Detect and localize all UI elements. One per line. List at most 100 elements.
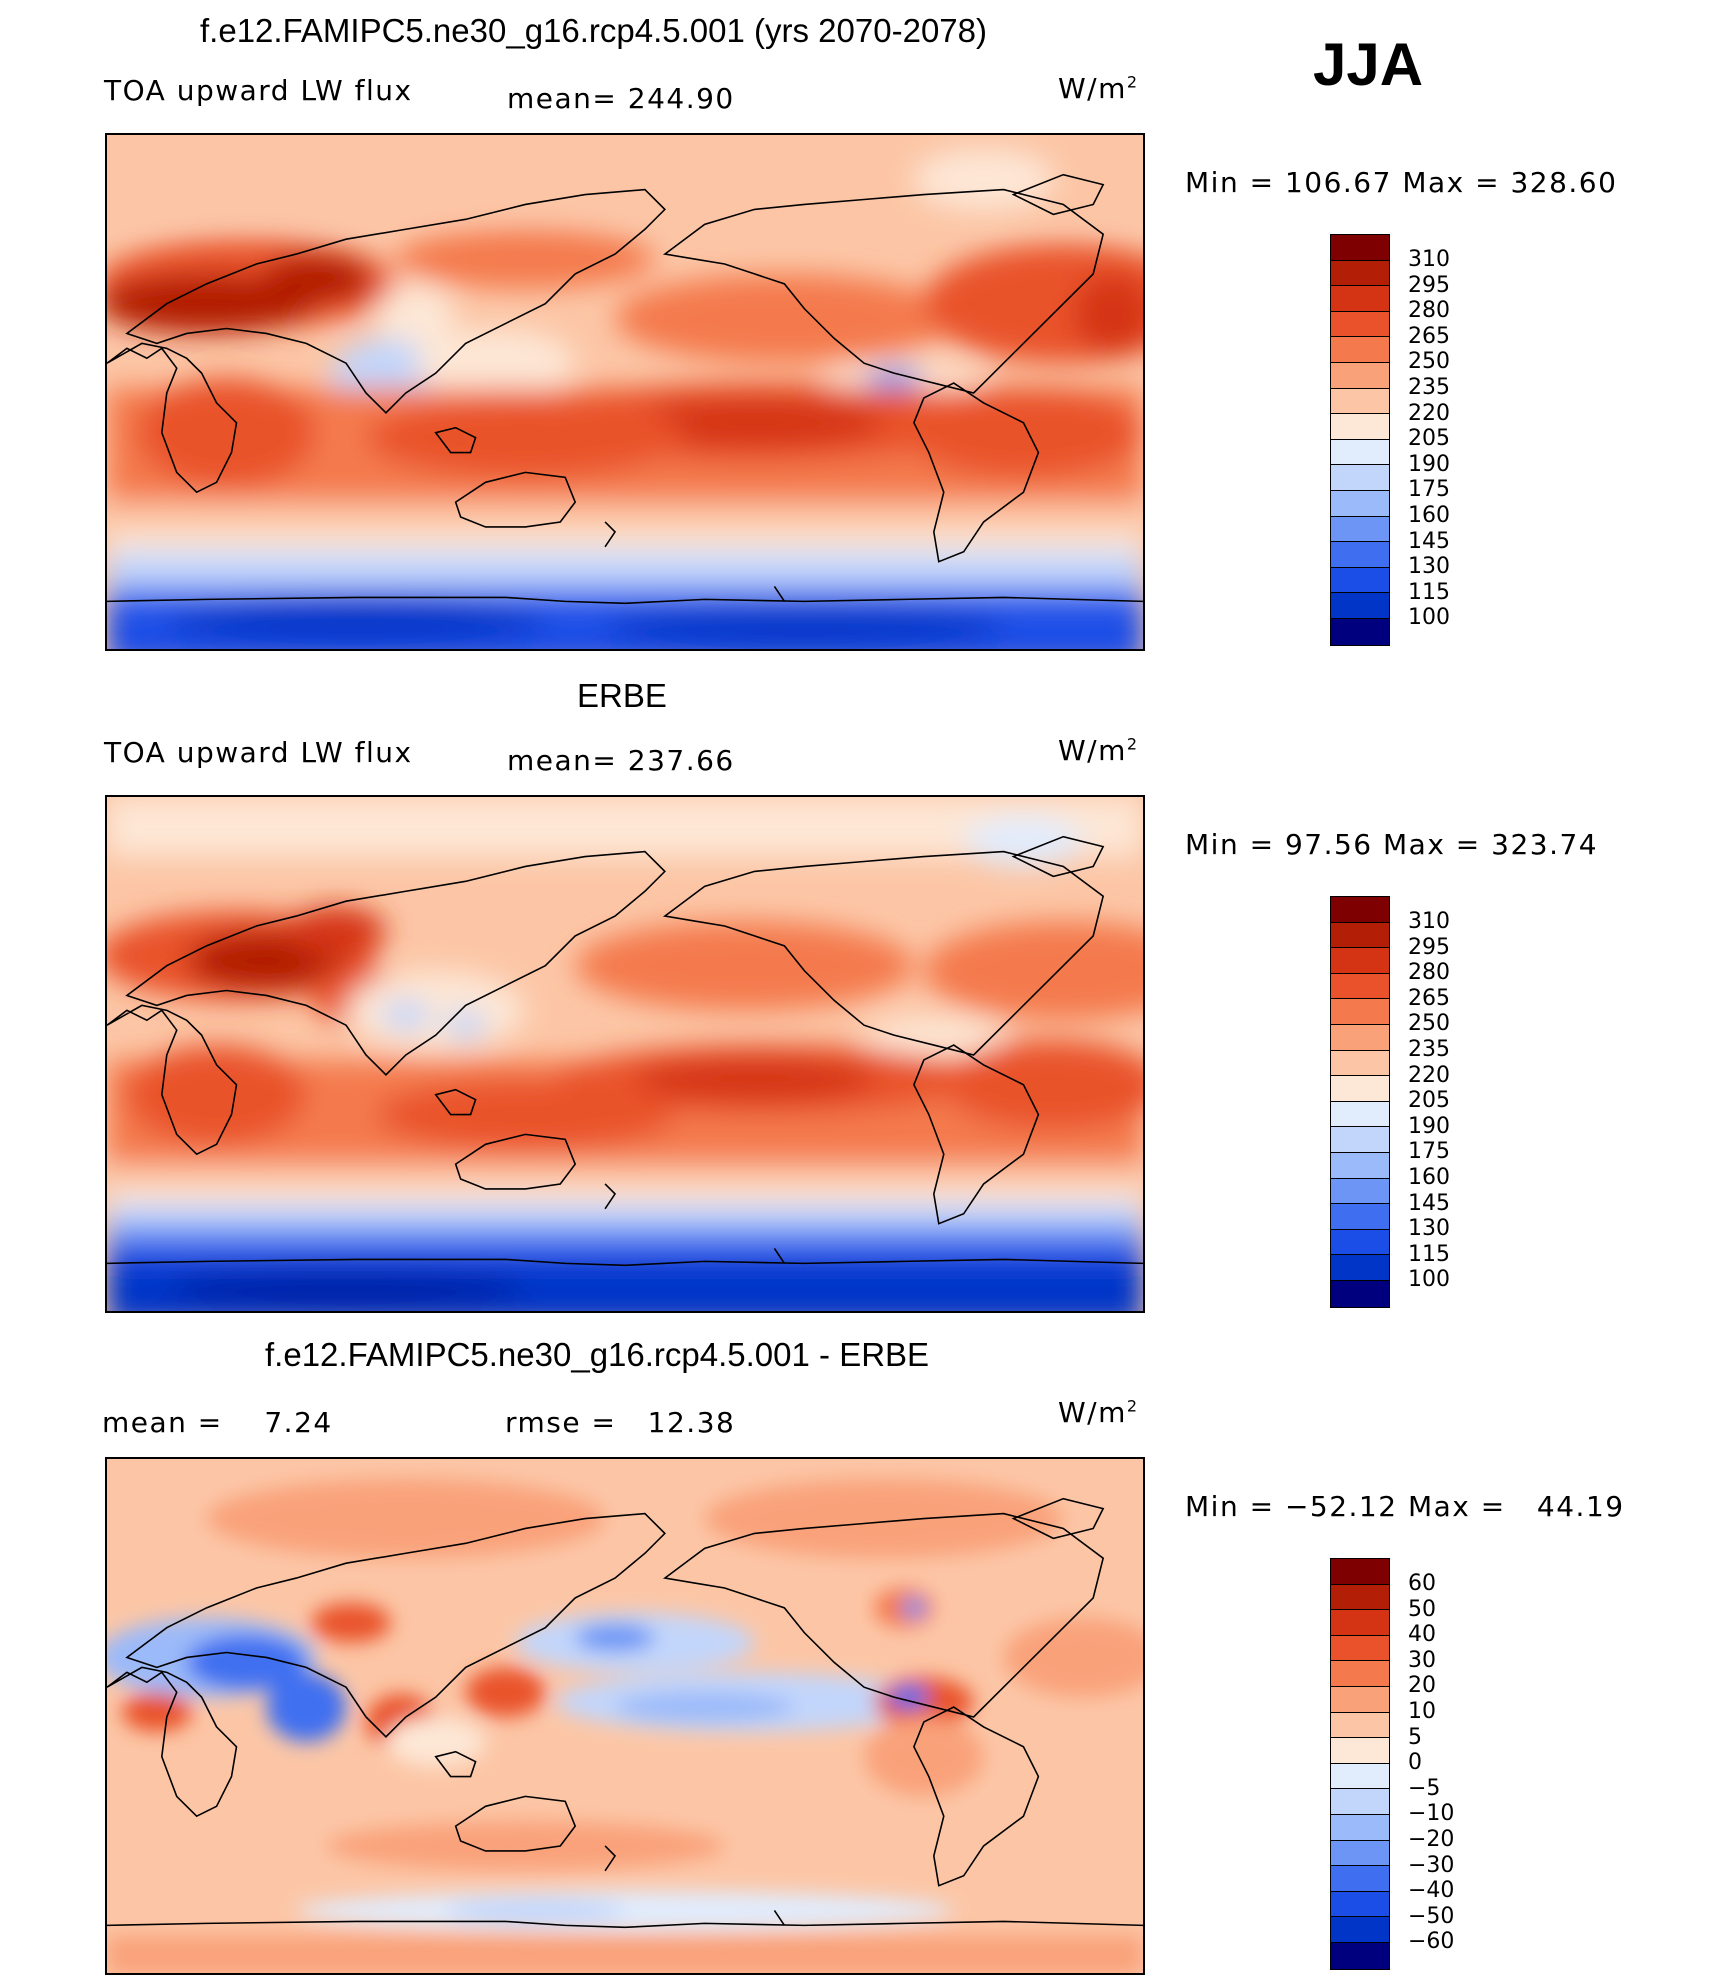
panel-3-rmse: rmse = 12.38	[505, 1406, 736, 1439]
colorbar-1-tick: 280	[1408, 298, 1450, 323]
swatch	[1331, 337, 1389, 363]
swatch	[1331, 1686, 1389, 1713]
swatch	[1331, 1101, 1389, 1128]
colorbar-2-tick: 130	[1408, 1216, 1450, 1241]
swatch	[1331, 235, 1389, 261]
swatch	[1331, 897, 1389, 923]
colorbar-2-tick: 205	[1408, 1088, 1450, 1113]
swatch	[1331, 1917, 1389, 1943]
colorbar-3-tick: 30	[1408, 1648, 1436, 1673]
colorbar-2-tick: 280	[1408, 960, 1450, 985]
colorbar-3-tick: −10	[1408, 1801, 1455, 1826]
colorbar-3-tick: −50	[1408, 1904, 1455, 1929]
swatch	[1331, 567, 1389, 594]
panel-3-colorbar	[1330, 1558, 1390, 1970]
panel-2-mean: mean= 237.66	[507, 744, 735, 777]
swatch	[1331, 1610, 1389, 1636]
swatch	[1331, 1763, 1389, 1790]
panel-3-contour-field	[107, 1459, 1143, 1973]
colorbar-1-tick: 235	[1408, 375, 1450, 400]
colorbar-1-tick: 145	[1408, 529, 1450, 554]
colorbar-1-tick: 130	[1408, 554, 1450, 579]
swatch	[1331, 1280, 1389, 1307]
swatch	[1331, 922, 1389, 949]
swatch	[1331, 311, 1389, 338]
swatch	[1331, 1076, 1389, 1102]
colorbar-3-tick: −40	[1408, 1878, 1455, 1903]
swatch	[1331, 362, 1389, 389]
coastlines-3	[107, 1497, 1143, 1929]
panel-2-units: W/m2	[1058, 734, 1139, 767]
colorbar-2-tick: 310	[1408, 909, 1450, 934]
panel-3-title: f.e12.FAMIPC5.ne30_g16.rcp4.5.001 - ERBE	[265, 1336, 930, 1373]
swatch	[1331, 1840, 1389, 1867]
panel-1-colorbar	[1330, 234, 1390, 646]
swatch	[1331, 999, 1389, 1025]
panel-1-title: f.e12.FAMIPC5.ne30_g16.rcp4.5.001 (yrs 2…	[200, 12, 987, 49]
colorbar-1-tick: 220	[1408, 401, 1450, 426]
swatch	[1331, 1661, 1389, 1687]
colorbar-1-tick: 160	[1408, 503, 1450, 528]
colorbar-2-tick: 160	[1408, 1165, 1450, 1190]
colorbar-1-tick: 205	[1408, 426, 1450, 451]
panel-1-variable-label: TOA upward LW flux	[104, 74, 413, 107]
colorbar-3-tick: 40	[1408, 1622, 1436, 1647]
swatch	[1331, 1204, 1389, 1230]
swatch	[1331, 1559, 1389, 1585]
colorbar-3-tick: 5	[1408, 1725, 1422, 1750]
swatch	[1331, 286, 1389, 312]
colorbar-2-tick: 265	[1408, 986, 1450, 1011]
panel-1-minmax: Min = 106.67 Max = 328.60	[1185, 166, 1618, 199]
colorbar-3-tick: −30	[1408, 1853, 1455, 1878]
colorbar-3-tick: 50	[1408, 1597, 1436, 1622]
colorbar-3-tick: 20	[1408, 1673, 1436, 1698]
swatch	[1331, 1712, 1389, 1739]
swatch	[1331, 1814, 1389, 1841]
colorbar-2-tick: 295	[1408, 935, 1450, 960]
swatch	[1331, 973, 1389, 1000]
colorbar-3-tick: 0	[1408, 1750, 1422, 1775]
swatch	[1331, 414, 1389, 440]
panel-3-minmax: Min = −52.12 Max = 44.19	[1185, 1490, 1625, 1523]
swatch	[1331, 948, 1389, 974]
swatch	[1331, 1050, 1389, 1077]
panel-2-map	[105, 795, 1145, 1313]
panel-1-units: W/m2	[1058, 72, 1139, 105]
panel-2-colorbar	[1330, 896, 1390, 1308]
colorbar-2-tick: 175	[1408, 1139, 1450, 1164]
swatch	[1331, 465, 1389, 491]
colorbar-1-tick: 295	[1408, 273, 1450, 298]
colorbar-2-tick: 145	[1408, 1191, 1450, 1216]
swatch	[1331, 1255, 1389, 1281]
colorbar-3-tick: −20	[1408, 1827, 1455, 1852]
colorbar-1-tick: 250	[1408, 349, 1450, 374]
swatch	[1331, 618, 1389, 645]
colorbar-1-tick: 190	[1408, 452, 1450, 477]
swatch	[1331, 1866, 1389, 1892]
swatch	[1331, 1229, 1389, 1256]
colorbar-3-tick: 60	[1408, 1571, 1436, 1596]
colorbar-1-tick: 265	[1408, 324, 1450, 349]
colorbar-1-tick: 310	[1408, 247, 1450, 272]
swatch	[1331, 388, 1389, 415]
colorbar-3-tick: −60	[1408, 1929, 1455, 1954]
panel-1-contour-field	[107, 135, 1143, 649]
swatch	[1331, 593, 1389, 619]
panel-2-title: ERBE	[577, 677, 667, 714]
swatch	[1331, 490, 1389, 517]
swatch	[1331, 1584, 1389, 1611]
swatch	[1331, 439, 1389, 466]
panel-3-units: W/m2	[1058, 1396, 1139, 1429]
colorbar-1-tick: 100	[1408, 605, 1450, 630]
coastlines-1	[107, 173, 1143, 605]
panel-3-map	[105, 1457, 1145, 1975]
swatch	[1331, 1635, 1389, 1662]
swatch	[1331, 1178, 1389, 1205]
colorbar-1-tick: 175	[1408, 477, 1450, 502]
panel-2-minmax: Min = 97.56 Max = 323.74	[1185, 828, 1599, 861]
colorbar-2-tick: 250	[1408, 1011, 1450, 1036]
panel-1-map	[105, 133, 1145, 651]
colorbar-2-tick: 115	[1408, 1242, 1450, 1267]
colorbar-2-tick: 100	[1408, 1267, 1450, 1292]
swatch	[1331, 1942, 1389, 1969]
